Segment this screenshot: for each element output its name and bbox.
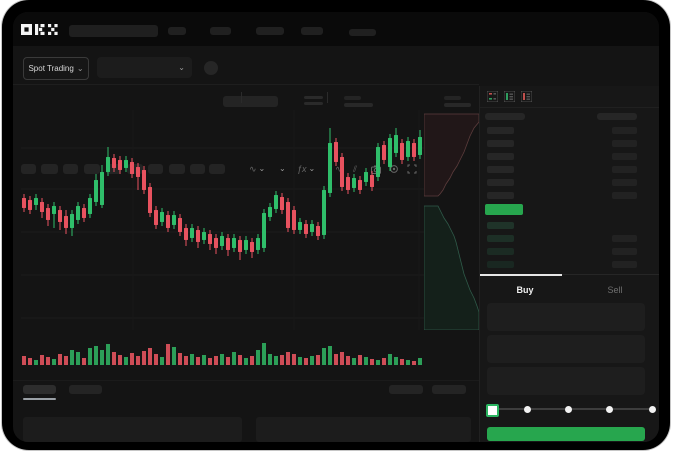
coin-avatar — [204, 61, 218, 75]
nav-item[interactable] — [349, 29, 376, 36]
divider — [13, 380, 479, 381]
orderbook-header-skeleton — [485, 113, 525, 120]
orderbook-amount-cell — [612, 153, 637, 160]
slider-step-dot[interactable] — [649, 406, 656, 413]
chevron-down-icon: ⌄ — [76, 63, 84, 73]
buy-tab-underline — [480, 274, 562, 276]
orderbook-amount-cell — [612, 140, 637, 147]
divider — [13, 84, 479, 85]
slider-step-dot[interactable] — [606, 406, 613, 413]
chart-type-icon[interactable]: ∿ ⌄ — [249, 163, 266, 174]
timeframe-button[interactable] — [148, 164, 163, 174]
market-header: Spot Trading ⌄ ⌄ — [13, 46, 659, 107]
market-type-dropdown[interactable]: Spot Trading ⌄ — [23, 57, 89, 80]
active-tab-underline — [23, 398, 56, 400]
divider — [480, 107, 659, 108]
price-input[interactable] — [487, 303, 645, 331]
slider-handle[interactable] — [486, 404, 499, 417]
okx-logo — [21, 24, 58, 35]
stat-skeleton — [344, 96, 361, 100]
slider-step-dot[interactable] — [524, 406, 531, 413]
orderbook-amount-cell — [612, 248, 637, 255]
market-type-label: Spot Trading — [28, 64, 74, 73]
stat-skeleton — [444, 96, 461, 100]
pair-name-skeleton — [223, 96, 278, 107]
price-lines-skeleton — [304, 96, 323, 99]
search-input-skeleton[interactable] — [69, 25, 158, 37]
orderbook-header-skeleton — [597, 113, 637, 120]
nav-item[interactable] — [210, 27, 231, 35]
bottom-panel — [23, 417, 242, 442]
timeframe-button[interactable] — [127, 164, 143, 174]
slider-step-dot[interactable] — [565, 406, 572, 413]
book-asks-icon[interactable] — [521, 91, 532, 102]
buy-submit-button[interactable] — [487, 427, 645, 441]
orderbook-price-cell[interactable] — [487, 248, 514, 255]
orderbook-amount-cell — [612, 166, 637, 173]
orderbook-amount-cell — [612, 179, 637, 186]
timeframe-button[interactable] — [84, 164, 100, 174]
bottom-button[interactable] — [432, 385, 466, 394]
timeframe-button[interactable] — [190, 164, 205, 174]
orderbook-view-modes — [487, 91, 532, 102]
orderbook-price-cell[interactable] — [487, 166, 514, 173]
bottom-tab[interactable] — [23, 385, 56, 394]
nav-item[interactable] — [301, 27, 323, 35]
nav-item[interactable] — [168, 27, 186, 35]
bottom-button[interactable] — [389, 385, 423, 394]
orderbook-amount-cell — [612, 235, 637, 242]
price-lines-skeleton — [304, 102, 323, 105]
trading-app-window: Spot Trading ⌄ ⌄ ∿ ⌄ ⌄ ƒx ⌄ — [13, 12, 659, 442]
amount-input[interactable] — [487, 335, 645, 363]
settings-gear-icon[interactable] — [389, 164, 399, 174]
volume-chart — [22, 343, 422, 365]
chevron-down-icon: ⌄ — [178, 62, 185, 72]
orderbook-amount-cell — [612, 192, 637, 199]
total-input[interactable] — [487, 367, 645, 395]
order-book-panel: Buy Sell — [479, 86, 659, 442]
orderbook-price-cell[interactable] — [487, 127, 514, 134]
nav-item[interactable] — [256, 27, 284, 35]
depth-chart — [424, 113, 479, 330]
indicators-fx-icon[interactable]: ƒx ⌄ — [297, 163, 316, 174]
draw-tools-icon[interactable]: ⫽ — [353, 163, 358, 174]
stat-skeleton — [344, 103, 373, 107]
book-combined-icon[interactable] — [487, 91, 498, 102]
tab-sell[interactable]: Sell — [607, 285, 623, 295]
chart-toolbar: ∿ ⌄ ⌄ ƒx ⌄ ∿ ⫽ — [13, 84, 479, 174]
book-bids-icon[interactable] — [504, 91, 515, 102]
interval-dropdown-icon[interactable]: ⌄ — [279, 164, 286, 173]
candlestick-chart[interactable] — [21, 110, 425, 330]
line-style-icon[interactable]: ∿ — [335, 163, 343, 174]
orderbook-amount-cell — [612, 261, 637, 268]
stat-skeleton — [444, 103, 471, 107]
timeframe-button[interactable] — [21, 164, 36, 174]
fullscreen-icon[interactable] — [407, 164, 417, 174]
orderbook-price-cell[interactable] — [487, 222, 514, 229]
orderbook-amount-cell — [612, 127, 637, 134]
bottom-panel — [256, 417, 471, 442]
tab-buy[interactable]: Buy — [516, 285, 534, 295]
topbar — [13, 12, 659, 46]
orderbook-price-cell[interactable] — [487, 261, 514, 268]
timeframe-button[interactable] — [169, 164, 185, 174]
timeframe-button[interactable] — [209, 164, 225, 174]
orderbook-price-cell[interactable] — [487, 192, 514, 199]
order-tabs: Buy Sell — [480, 274, 659, 305]
pair-dropdown[interactable]: ⌄ — [97, 57, 192, 78]
divider — [327, 92, 328, 103]
bottom-tab[interactable] — [69, 385, 102, 394]
timeframe-button[interactable] — [63, 164, 78, 174]
orderbook-price-cell[interactable] — [487, 140, 514, 147]
timeframe-button[interactable] — [41, 164, 58, 174]
orderbook-price-cell[interactable] — [487, 179, 514, 186]
divider — [241, 92, 242, 103]
orderbook-price-cell[interactable] — [487, 153, 514, 160]
orderbook-price-cell[interactable] — [487, 235, 514, 242]
